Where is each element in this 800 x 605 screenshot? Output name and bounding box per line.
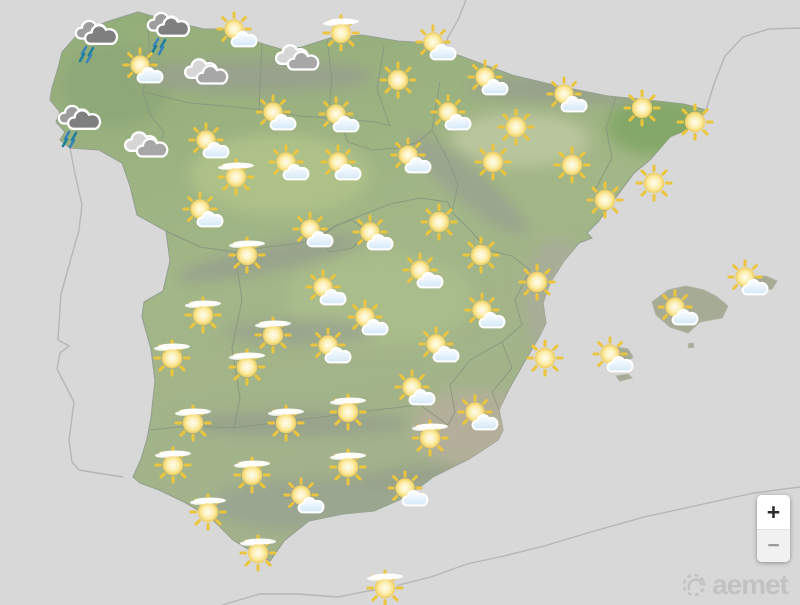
weather-icon-sun bbox=[555, 148, 589, 182]
cabrera-island bbox=[687, 342, 695, 349]
attribution: aemet bbox=[679, 569, 789, 600]
france-mediterranean-coastline bbox=[705, 27, 800, 111]
weather-icon-sun bbox=[499, 110, 533, 144]
weather-icon-sun-thin-cloud bbox=[154, 341, 190, 375]
zoom-in-button[interactable]: + bbox=[757, 495, 790, 529]
weather-icon-sun-thin-cloud bbox=[190, 495, 226, 529]
weather-icon-sun-thin-cloud bbox=[323, 16, 359, 50]
zoom-out-button[interactable]: − bbox=[757, 529, 790, 562]
weather-icon-sun bbox=[464, 238, 498, 272]
mallorca-island bbox=[651, 285, 729, 334]
africa-coastline bbox=[221, 486, 800, 605]
weather-icon-sun-thin-cloud bbox=[255, 318, 291, 352]
map-zoom-control: + − bbox=[757, 495, 790, 562]
weather-icon-sun-thin-cloud bbox=[330, 395, 366, 429]
weather-icon-sun-thin-cloud bbox=[367, 571, 403, 605]
weather-icon-sun-thin-cloud bbox=[185, 298, 221, 332]
weather-icon-sun-thin-cloud bbox=[234, 458, 270, 492]
weather-icon-sun bbox=[678, 105, 712, 139]
weather-icon-sun bbox=[625, 91, 659, 125]
aemet-logo-text: aemet bbox=[712, 569, 789, 600]
portugal-coastline bbox=[56, 147, 124, 478]
weather-icon-sun bbox=[422, 205, 456, 239]
weather-icon-sun bbox=[381, 63, 415, 97]
formentera-island bbox=[615, 373, 633, 382]
weather-icon-sun-thin-cloud bbox=[268, 406, 304, 440]
weather-icon-sun bbox=[528, 341, 562, 375]
weather-icon-sun bbox=[588, 183, 622, 217]
weather-icon-sun bbox=[476, 145, 510, 179]
weather-icon-sun bbox=[637, 166, 671, 200]
weather-icon-sun-thin-cloud bbox=[155, 448, 191, 482]
weather-icon-sun-thin-cloud bbox=[229, 238, 265, 272]
region-borders bbox=[142, 15, 617, 431]
weather-icon-sun bbox=[520, 265, 554, 299]
weather-icon-sun-thin-cloud bbox=[240, 536, 276, 570]
weather-icon-sun-thin-cloud bbox=[330, 450, 366, 484]
aemet-logo-icon bbox=[682, 573, 706, 597]
weather-icon-sun-thin-cloud bbox=[218, 160, 254, 194]
weather-icon-sun-thin-cloud bbox=[229, 350, 265, 384]
weather-icon-sun-thin-cloud bbox=[175, 406, 211, 440]
weather-icon-sun-thin-cloud bbox=[412, 421, 448, 455]
france-atlantic-coastline bbox=[443, 0, 467, 51]
